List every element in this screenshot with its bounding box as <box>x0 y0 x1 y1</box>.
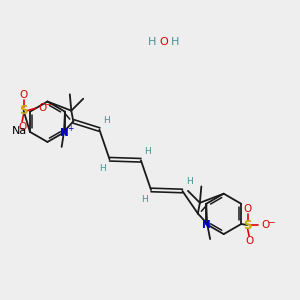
Text: S: S <box>20 104 28 117</box>
Text: H: H <box>186 177 193 186</box>
Text: +: + <box>67 124 73 133</box>
Text: S: S <box>243 218 252 232</box>
Text: H: H <box>144 147 151 156</box>
Text: H: H <box>141 194 148 203</box>
Text: H: H <box>170 37 179 46</box>
Text: N: N <box>202 220 211 230</box>
Text: O: O <box>245 236 253 246</box>
Text: O: O <box>159 37 168 46</box>
Text: O: O <box>18 122 26 132</box>
Text: N: N <box>60 128 69 138</box>
Text: O: O <box>38 103 47 113</box>
Text: H: H <box>148 37 156 46</box>
Text: O: O <box>20 90 28 100</box>
Text: −: − <box>267 217 274 226</box>
Text: O: O <box>243 204 252 214</box>
Text: H: H <box>103 116 110 125</box>
Text: −: − <box>44 100 52 109</box>
Text: H: H <box>99 164 106 173</box>
Text: Na: Na <box>12 126 27 136</box>
Text: O: O <box>261 220 269 230</box>
